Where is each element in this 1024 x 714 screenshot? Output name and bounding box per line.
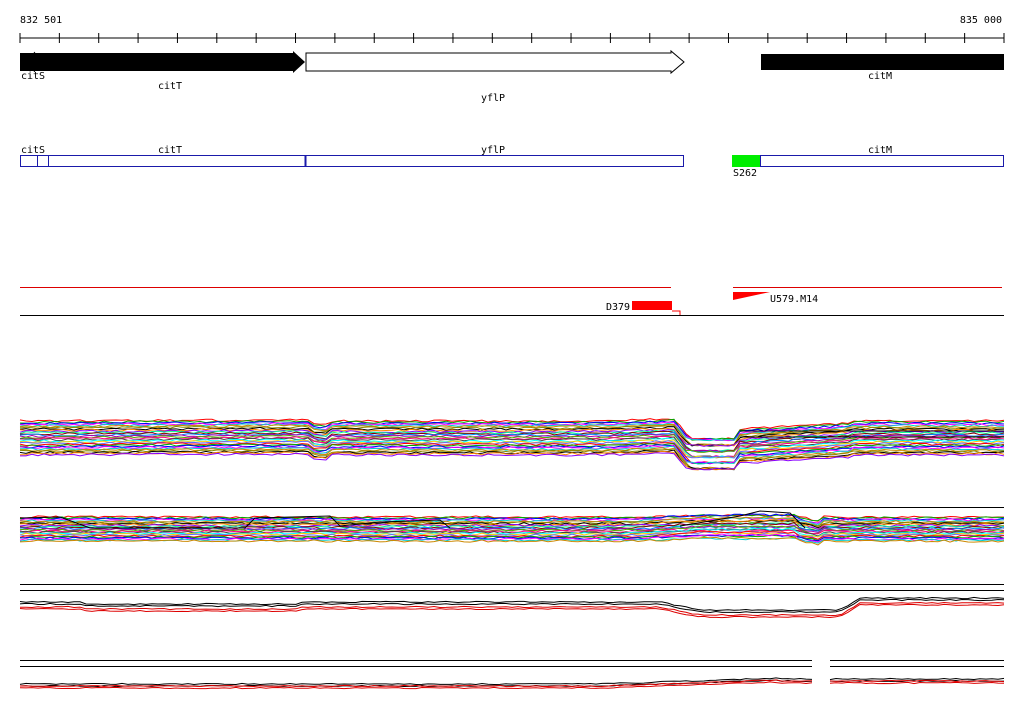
expression-series-line	[19, 443, 1005, 465]
feature-down-tail	[672, 310, 681, 315]
expression-series-line	[19, 677, 1005, 686]
expression-series-line	[20, 452, 1005, 471]
segment-track: citS citT yflP citM S262	[20, 145, 1004, 179]
ruler-end-label: 835 000	[960, 15, 1002, 26]
expression-series-line	[19, 423, 1005, 447]
gene-label-citT: citT	[158, 81, 182, 92]
feature-label-down: D379	[606, 302, 630, 313]
expression-series-line	[19, 596, 1005, 612]
expression-series-line	[19, 421, 1005, 442]
segment-label-citT: citT	[158, 145, 182, 156]
expression-series-line	[19, 524, 1005, 535]
expression-series-line	[19, 440, 1005, 459]
expression-series-line	[19, 515, 451, 529]
gene-arrow-citM[interactable]	[761, 54, 1004, 70]
expression-series-line	[19, 603, 1005, 619]
expression-series-line	[19, 536, 1005, 546]
gene-arrow-citT[interactable]	[20, 51, 305, 73]
expression-track-4	[19, 660, 1005, 690]
expression-series-line	[19, 679, 1005, 688]
expression-series-line	[19, 448, 1004, 471]
feature-up-promoter[interactable]	[733, 292, 770, 315]
segment-label-citS: citS	[21, 145, 45, 156]
gene-track: citS citT yflP citM	[20, 49, 1004, 104]
expression-series-line	[19, 436, 1005, 459]
expression-track-1	[19, 418, 1005, 471]
expression-series-line	[19, 528, 1005, 535]
feature-down-terminator[interactable]	[632, 301, 672, 310]
expression-series-line	[19, 514, 1005, 522]
expression-series-line	[19, 681, 1005, 690]
feature-label-up: U579.M14	[770, 294, 818, 305]
gene-arrow-yflP[interactable]	[305, 49, 685, 75]
gene-arrow-citS-tip	[33, 51, 43, 73]
expression-series-line	[19, 418, 1005, 441]
ruler-ticks	[19, 33, 1005, 43]
feature-track: D379 U579.M14	[20, 287, 1004, 316]
gene-label-yflP: yflP	[481, 93, 505, 104]
expression-series-line	[19, 434, 1005, 453]
expression-series-line	[19, 433, 1005, 453]
expression-series-line	[19, 442, 1005, 464]
expression-series-line	[19, 537, 1005, 544]
gene-label-citM: citM	[868, 71, 892, 82]
expression-track-3	[19, 584, 1005, 619]
expression-series-line	[19, 427, 1005, 447]
expression-series-line	[19, 598, 1005, 614]
expression-series-line	[19, 601, 1005, 617]
coordinate-ruler: 832 501 835 000	[19, 15, 1005, 43]
expression-series-line	[19, 522, 1005, 530]
segment-highlight-S262[interactable]	[732, 155, 761, 167]
segment-label-yflP: yflP	[481, 145, 505, 156]
segment-label-citM: citM	[868, 145, 892, 156]
segment-box-right[interactable]	[760, 155, 1004, 167]
segment-highlight-label: S262	[733, 168, 757, 179]
expression-series-line	[19, 533, 1005, 542]
expression-series-line	[19, 530, 1005, 541]
expression-series-line	[19, 516, 1005, 528]
ruler-start-label: 832 501	[20, 15, 62, 26]
expression-track-2	[19, 507, 1005, 546]
gene-label-citS: citS	[21, 71, 45, 82]
expression-series-line	[19, 449, 1005, 471]
expression-series-line	[19, 429, 1005, 453]
expression-series-line	[19, 418, 1005, 441]
segment-box-left[interactable]	[20, 155, 684, 167]
expression-series-line	[679, 510, 806, 529]
